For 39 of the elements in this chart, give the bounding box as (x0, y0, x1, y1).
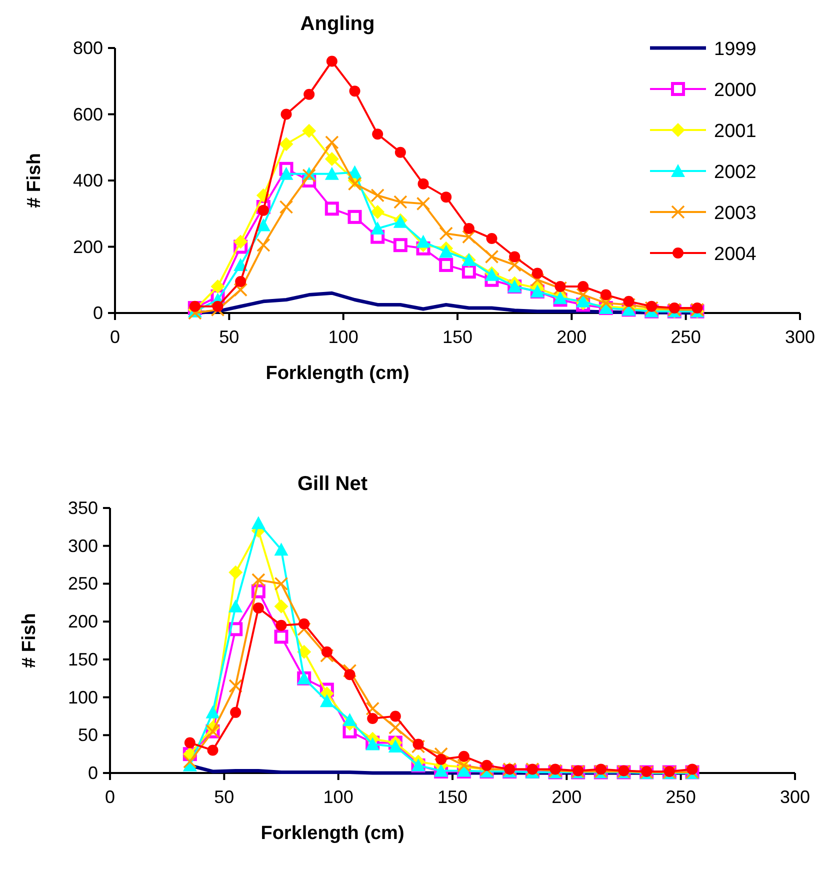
y-tick-label: 800 (72, 38, 103, 58)
legend-label: 2000 (714, 80, 756, 101)
legend-label: 2004 (714, 244, 757, 265)
y-tick-label: 0 (92, 303, 103, 323)
x-tick-label: 150 (442, 327, 473, 347)
x-tick-label: 300 (780, 787, 810, 807)
y-tick-label: 300 (68, 536, 98, 556)
legend-label: 2002 (714, 162, 756, 183)
y-axis-title: # Fish (19, 613, 40, 668)
x-tick-label: 200 (556, 327, 587, 347)
x-tick-label: 0 (104, 787, 116, 807)
y-tick-label: 200 (72, 236, 103, 257)
legend-label: 2001 (714, 121, 756, 142)
y-axis-title: # Fish (24, 153, 45, 208)
x-tick-label: 300 (784, 327, 816, 347)
x-axis-title: Forklength (cm) (266, 363, 410, 384)
x-tick-label: 200 (552, 787, 582, 807)
x-tick-label: 100 (328, 327, 358, 347)
y-tick-label: 200 (68, 612, 98, 632)
y-tick-label: 100 (68, 687, 98, 708)
y-tick-label: 0 (88, 763, 98, 783)
y-tick-label: 600 (72, 104, 103, 124)
x-axis-title: Forklength (cm) (260, 823, 404, 844)
y-tick-label: 150 (68, 649, 98, 670)
legend-label: 1999 (714, 39, 756, 60)
y-tick-label: 50 (78, 725, 98, 746)
x-tick-label: 50 (214, 787, 234, 807)
x-tick-label: 250 (666, 787, 696, 807)
chart-title: Angling (300, 13, 375, 35)
y-tick-label: 350 (68, 498, 98, 518)
chart-title: Gill Net (297, 473, 368, 495)
y-tick-label: 250 (68, 574, 98, 594)
legend-label: 2003 (714, 203, 756, 224)
y-tick-label: 400 (72, 170, 103, 190)
x-tick-label: 50 (219, 327, 240, 347)
x-tick-label: 0 (110, 327, 120, 347)
x-tick-label: 100 (323, 787, 354, 807)
x-tick-label: 250 (670, 327, 701, 347)
x-tick-label: 150 (437, 787, 468, 807)
